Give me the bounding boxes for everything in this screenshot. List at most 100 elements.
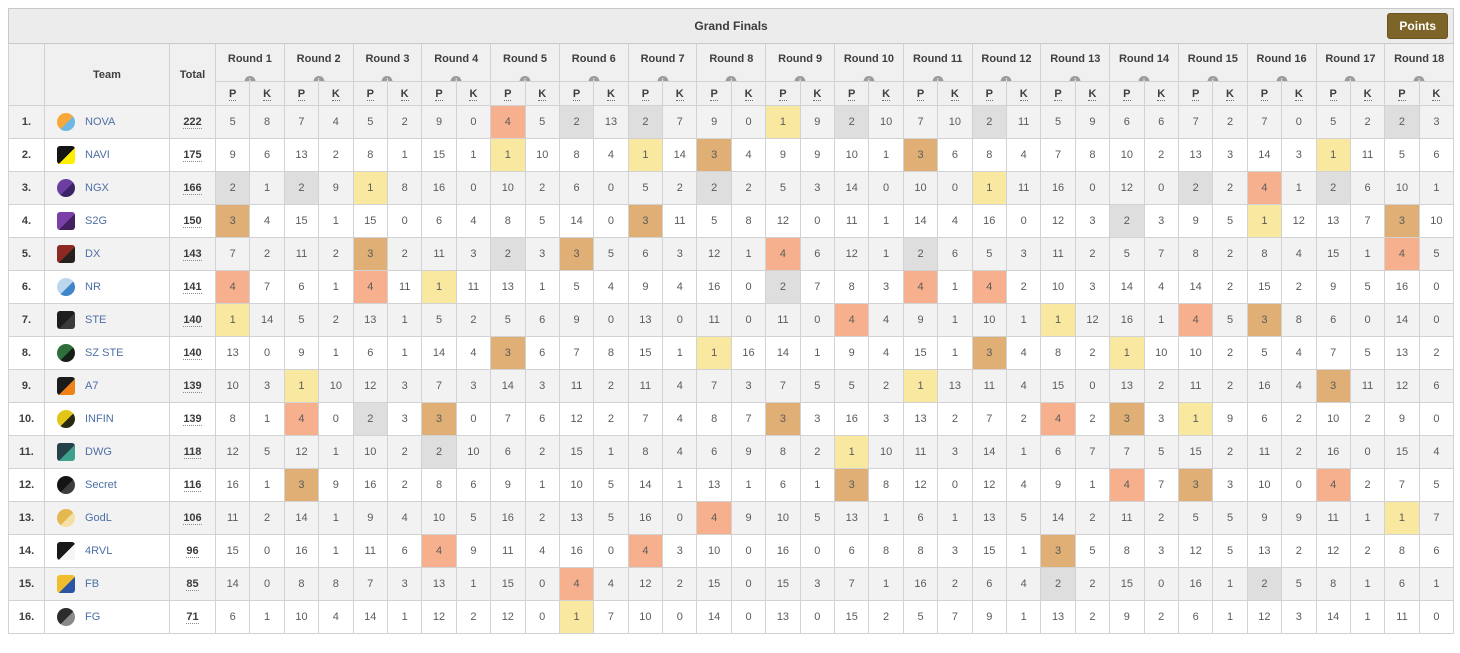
round-header-16: Round 16 i xyxy=(1246,43,1317,82)
team-logo-icon xyxy=(57,179,75,197)
placement-subheader: P xyxy=(971,81,1007,106)
team-link[interactable]: INFIN xyxy=(85,412,114,425)
team-link[interactable]: FB xyxy=(85,577,100,590)
round-17-placement-cell: 12 xyxy=(1315,534,1351,568)
kills-subheader: K xyxy=(1418,81,1455,106)
kills-subheader: K xyxy=(1143,81,1179,106)
info-icon[interactable]: i xyxy=(1000,76,1012,81)
total-cell: 118 xyxy=(169,435,216,469)
round-10-kills-cell: 8 xyxy=(868,534,904,568)
round-13-kills-cell: 9 xyxy=(1074,105,1111,139)
info-icon[interactable]: i xyxy=(313,76,325,81)
round-8-kills-cell: 1 xyxy=(730,468,767,502)
round-11-kills-cell: 0 xyxy=(937,468,973,502)
round-17-placement-cell: 9 xyxy=(1315,270,1351,304)
team-link[interactable]: FG xyxy=(85,610,101,623)
info-icon[interactable]: i xyxy=(1069,76,1081,81)
round-7-placement-cell: 8 xyxy=(627,435,664,469)
round-14-placement-cell: 9 xyxy=(1109,600,1145,634)
team-logo-icon xyxy=(57,344,75,362)
round-2-placement-cell: 14 xyxy=(283,501,320,535)
info-icon[interactable]: i xyxy=(657,76,669,81)
round-11-placement-cell: 14 xyxy=(902,204,939,238)
round-11-placement-cell: 12 xyxy=(902,468,939,502)
round-16-kills-cell: 12 xyxy=(1281,204,1317,238)
pk-label: K xyxy=(1432,87,1441,101)
round-1-placement-cell: 10 xyxy=(214,369,251,403)
pk-label: K xyxy=(1226,87,1234,101)
round-14-placement-cell: 2 xyxy=(1109,204,1145,238)
round-11-placement-cell: 3 xyxy=(902,138,939,172)
round-7-kills-cell: 4 xyxy=(662,369,698,403)
info-icon[interactable]: i xyxy=(725,76,737,81)
round-12-kills-cell: 4 xyxy=(1005,138,1042,172)
info-icon[interactable]: i xyxy=(1413,76,1425,81)
team-link[interactable]: A7 xyxy=(85,379,99,392)
info-icon[interactable]: i xyxy=(1344,76,1356,81)
round-6-placement-cell: 4 xyxy=(558,567,595,601)
team-link[interactable]: NOVA xyxy=(85,115,116,128)
team-link[interactable]: STE xyxy=(85,313,107,326)
round-4-placement-cell: 16 xyxy=(421,171,457,205)
round-5-kills-cell: 1 xyxy=(524,468,560,502)
info-icon[interactable]: i xyxy=(244,76,256,81)
rank-cell: 15. xyxy=(8,567,45,601)
round-14-placement-cell: 11 xyxy=(1109,501,1145,535)
placement-subheader: P xyxy=(558,81,595,106)
info-icon[interactable]: i xyxy=(1207,76,1219,81)
round-4-kills-cell: 5 xyxy=(455,501,492,535)
team-link[interactable]: NGX xyxy=(85,181,109,194)
info-icon[interactable]: i xyxy=(519,76,531,81)
round-12-kills-cell: 1 xyxy=(1005,600,1042,634)
round-14-kills-cell: 2 xyxy=(1143,138,1179,172)
placement-subheader: P xyxy=(1384,81,1420,106)
round-9-placement-cell: 16 xyxy=(765,534,801,568)
kills-subheader: K xyxy=(868,81,904,106)
total-cell: 139 xyxy=(169,402,216,436)
round-18-kills-cell: 7 xyxy=(1418,501,1455,535)
info-icon[interactable]: i xyxy=(863,76,875,81)
info-icon[interactable]: i xyxy=(450,76,462,81)
round-18-placement-cell: 15 xyxy=(1384,435,1420,469)
info-icon[interactable]: i xyxy=(381,76,393,81)
team-logo-icon xyxy=(57,245,75,263)
round-2-kills-cell: 10 xyxy=(318,369,354,403)
round-14-placement-cell: 4 xyxy=(1109,468,1145,502)
team-link[interactable]: DX xyxy=(85,247,101,260)
round-17-kills-cell: 2 xyxy=(1349,105,1386,139)
info-icon[interactable]: i xyxy=(1276,76,1288,81)
round-6-kills-cell: 13 xyxy=(593,105,629,139)
round-5-kills-cell: 6 xyxy=(524,402,560,436)
round-12-kills-cell: 4 xyxy=(1005,567,1042,601)
round-16-placement-cell: 6 xyxy=(1246,402,1283,436)
team-link[interactable]: NAVI xyxy=(85,148,110,161)
info-icon[interactable]: i xyxy=(1138,76,1150,81)
team-link[interactable]: Secret xyxy=(85,478,117,491)
round-13-kills-cell: 2 xyxy=(1074,501,1111,535)
team-link[interactable]: GodL xyxy=(85,511,112,524)
team-column-header: Team xyxy=(44,43,170,106)
round-8-placement-cell: 4 xyxy=(696,501,732,535)
info-icon[interactable]: i xyxy=(932,76,944,81)
rank-cell: 14. xyxy=(8,534,45,568)
team-link[interactable]: SZ STE xyxy=(85,346,124,359)
round-17-kills-cell: 11 xyxy=(1349,138,1386,172)
round-5-placement-cell: 14 xyxy=(490,369,526,403)
points-button[interactable]: Points xyxy=(1387,13,1449,39)
round-2-placement-cell: 6 xyxy=(283,270,320,304)
table-title: Grand Finals xyxy=(694,19,768,33)
info-icon[interactable]: i xyxy=(794,76,806,81)
round-16-placement-cell: 10 xyxy=(1246,468,1283,502)
rank-cell: 6. xyxy=(8,270,45,304)
round-header-2: Round 2 i xyxy=(283,43,354,82)
round-1-kills-cell: 1 xyxy=(249,171,285,205)
team-link[interactable]: 4RVL xyxy=(85,544,113,557)
team-link[interactable]: NR xyxy=(85,280,101,293)
info-icon[interactable]: i xyxy=(588,76,600,81)
team-link[interactable]: S2G xyxy=(85,214,108,227)
round-17-placement-cell: 5 xyxy=(1315,105,1351,139)
round-1-kills-cell: 8 xyxy=(249,105,285,139)
team-cell: DWG xyxy=(44,435,170,469)
round-5-placement-cell: 5 xyxy=(490,303,526,337)
team-link[interactable]: DWG xyxy=(85,445,112,458)
